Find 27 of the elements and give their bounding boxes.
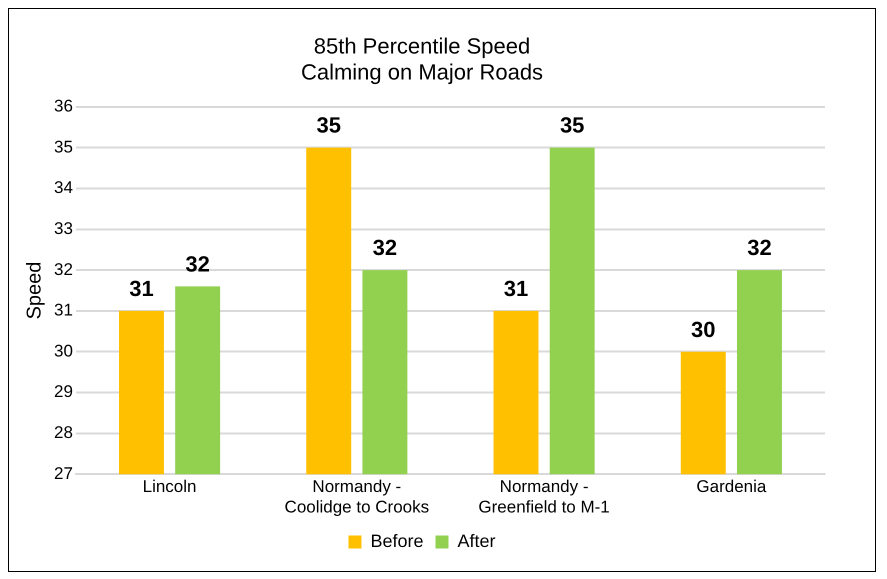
chart-subtitle: Calming on Major Roads [300, 60, 544, 85]
data-label: 32 [747, 235, 772, 260]
chart-title: 85th Percentile Speed [314, 33, 530, 58]
y-tick-label: 34 [54, 178, 73, 198]
y-tick-label: 35 [54, 137, 73, 156]
legend-label: After [458, 530, 496, 551]
y-axis-title: Speed [24, 262, 46, 320]
data-label: 32 [185, 251, 210, 276]
x-tick-label: Lincoln [142, 477, 196, 496]
x-tick-label: Gardenia [696, 477, 767, 496]
data-label: 31 [129, 276, 154, 301]
y-tick-label: 33 [54, 218, 73, 238]
data-label: 31 [504, 276, 528, 301]
data-label: 35 [560, 112, 584, 138]
y-tick-label: 28 [54, 423, 73, 442]
data-label: 30 [691, 316, 716, 342]
x-tick-label: Normandy - Greenfield to M-1 [478, 477, 610, 516]
data-label: 35 [316, 112, 341, 138]
y-tick-label: 30 [54, 341, 73, 360]
legend-label: Before [370, 530, 424, 551]
y-tick-label: 29 [54, 382, 73, 402]
x-tick-label: Normandy - Coolidge to Crooks [284, 477, 430, 516]
y-tick-label: 31 [54, 300, 73, 320]
y-tick-label: 32 [54, 260, 73, 279]
y-tick-label: 36 [54, 96, 73, 116]
data-label: 32 [372, 235, 398, 260]
y-tick-label: 27 [54, 464, 73, 483]
